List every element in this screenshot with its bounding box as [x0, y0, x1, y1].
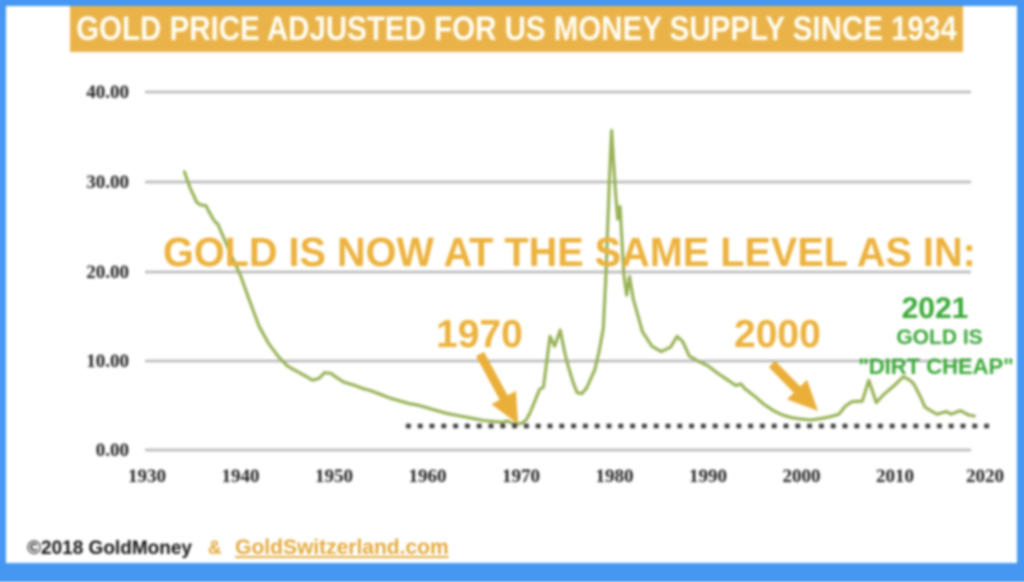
svg-text:1950: 1950: [315, 466, 353, 487]
svg-text:40.00: 40.00: [86, 82, 129, 103]
svg-text:10.00: 10.00: [86, 351, 129, 372]
svg-text:1940: 1940: [222, 466, 260, 487]
svg-text:1930: 1930: [128, 466, 166, 487]
svg-text:1960: 1960: [409, 466, 447, 487]
svg-text:2020: 2020: [966, 466, 1004, 487]
svg-text:1990: 1990: [689, 466, 727, 487]
svg-text:30.00: 30.00: [86, 172, 129, 193]
svg-text:0.00: 0.00: [96, 440, 129, 461]
svg-text:2000: 2000: [783, 466, 821, 487]
svg-text:1970: 1970: [502, 466, 540, 487]
svg-text:1980: 1980: [596, 466, 634, 487]
svg-text:20.00: 20.00: [86, 262, 129, 283]
svg-text:2010: 2010: [876, 466, 914, 487]
